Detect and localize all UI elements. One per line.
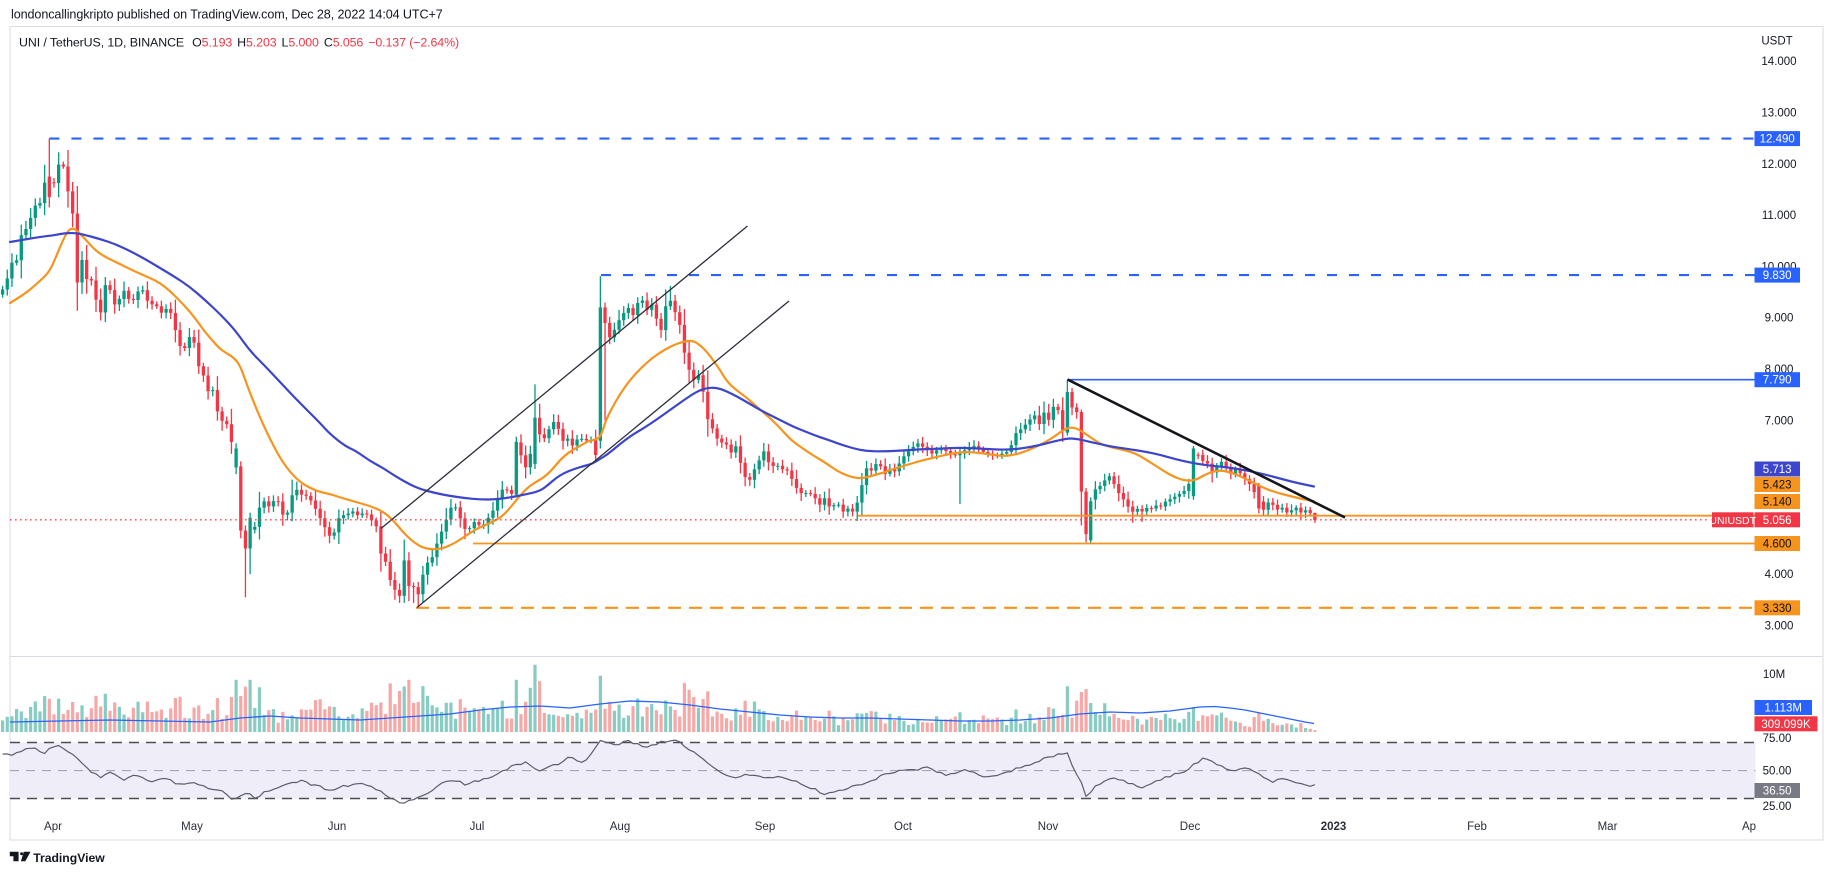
svg-text:9.830: 9.830: [1763, 270, 1792, 282]
svg-text:londoncallingkripto published: londoncallingkripto published on Trading…: [11, 8, 443, 22]
svg-text:5.140: 5.140: [1763, 497, 1792, 509]
svg-text:Apr: Apr: [1742, 821, 1760, 833]
svg-text:2023: 2023: [1321, 821, 1347, 833]
svg-text:1.113M: 1.113M: [1764, 703, 1802, 715]
svg-text:9.000: 9.000: [1765, 313, 1794, 325]
svg-text:25.00: 25.00: [1763, 801, 1792, 813]
svg-text:7.000: 7.000: [1765, 415, 1794, 427]
svg-text:10M: 10M: [1763, 669, 1785, 681]
svg-text:Feb: Feb: [1467, 821, 1487, 833]
svg-text:50.00: 50.00: [1763, 766, 1792, 778]
svg-text:Dec: Dec: [1180, 821, 1201, 833]
svg-text:Sep: Sep: [755, 821, 775, 833]
svg-text:5.056: 5.056: [1763, 515, 1792, 527]
svg-text:36.50: 36.50: [1763, 786, 1792, 798]
svg-text:7.790: 7.790: [1763, 375, 1792, 387]
svg-text:UNIUSDT: UNIUSDT: [1709, 515, 1756, 527]
svg-text:13.000: 13.000: [1761, 108, 1796, 120]
svg-text:309.099K: 309.099K: [1761, 719, 1811, 731]
svg-text:12.490: 12.490: [1760, 134, 1795, 146]
svg-text:Nov: Nov: [1038, 821, 1059, 833]
svg-text:Oct: Oct: [894, 821, 913, 833]
svg-text:May: May: [181, 821, 203, 833]
svg-text:Mar: Mar: [1598, 821, 1618, 833]
svg-text:12.000: 12.000: [1761, 159, 1796, 171]
svg-text:5.423: 5.423: [1763, 480, 1792, 492]
svg-text:4.600: 4.600: [1763, 539, 1792, 551]
svg-text:Jul: Jul: [470, 821, 485, 833]
svg-text:75.00: 75.00: [1763, 733, 1792, 745]
svg-text:3.330: 3.330: [1763, 603, 1792, 615]
svg-text:USDT: USDT: [1761, 36, 1792, 48]
svg-text:Jun: Jun: [328, 821, 347, 833]
svg-text:Apr: Apr: [44, 821, 62, 833]
svg-text:TradingView: TradingView: [33, 851, 105, 865]
svg-text:14.000: 14.000: [1761, 56, 1796, 68]
svg-text:11.000: 11.000: [1762, 210, 1796, 222]
svg-text:Aug: Aug: [610, 821, 630, 833]
svg-text:3.000: 3.000: [1765, 621, 1794, 633]
svg-text:4.000: 4.000: [1765, 569, 1794, 581]
svg-text:5.713: 5.713: [1763, 464, 1792, 476]
